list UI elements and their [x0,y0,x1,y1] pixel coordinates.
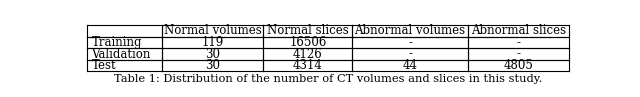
Text: 4314: 4314 [293,59,323,72]
Text: 4805: 4805 [503,59,533,72]
Text: Abnormal volumes: Abnormal volumes [355,24,466,37]
Text: 30: 30 [205,59,220,72]
Text: Training: Training [92,36,142,49]
Text: Table 1: Distribution of the number of CT volumes and slices in this study.: Table 1: Distribution of the number of C… [114,74,542,84]
Text: 4126: 4126 [293,48,323,61]
Text: 16506: 16506 [289,36,326,49]
Text: Normal slices: Normal slices [267,24,349,37]
Text: Normal volumes: Normal volumes [164,24,262,37]
Text: 44: 44 [403,59,418,72]
Text: Abnormal slices: Abnormal slices [470,24,566,37]
Text: -: - [408,48,412,61]
Text: -: - [408,36,412,49]
Text: -: - [516,48,520,61]
Text: -: - [516,36,520,49]
Text: 30: 30 [205,48,220,61]
Text: 119: 119 [202,36,224,49]
Text: Validation: Validation [92,48,151,61]
Text: Test: Test [92,59,116,72]
